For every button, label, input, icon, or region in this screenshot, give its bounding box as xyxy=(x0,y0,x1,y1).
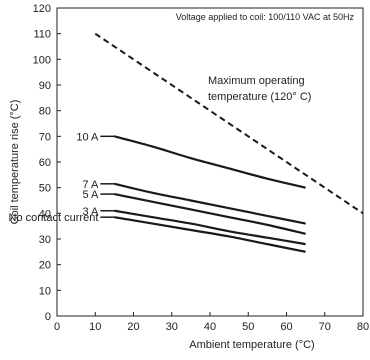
y-tick-label: 40 xyxy=(39,208,51,220)
y-tick-label: 80 xyxy=(39,106,51,118)
x-tick-label: 50 xyxy=(242,321,254,333)
y-tick-label: 120 xyxy=(33,3,51,15)
curve-label-group: 10 A 7 A5 A 3 ANo contact current xyxy=(9,131,115,224)
series-line xyxy=(114,209,306,246)
curve-label: No contact current xyxy=(9,212,99,224)
max-temp-annotation-line2: temperature (120° C) xyxy=(208,91,311,103)
tick-group: 0 10 20 30 40 50 60 70 80 0 10 20 30 40 50 60 70 80 90 100 1… xyxy=(33,3,369,333)
max-temp-annotation-line1: Maximum operating xyxy=(208,75,305,87)
series-line xyxy=(114,216,306,253)
y-tick-label: 100 xyxy=(33,54,51,66)
series-line xyxy=(114,135,306,189)
series-line xyxy=(114,182,306,225)
max-temp-dashed-line xyxy=(94,32,364,215)
y-tick-label: 70 xyxy=(39,131,51,143)
x-tick-label: 70 xyxy=(319,321,331,333)
curve-label: 10 A xyxy=(76,131,99,143)
x-tick-label: 40 xyxy=(204,321,216,333)
y-tick-label: 60 xyxy=(39,157,51,169)
y-tick-label: 110 xyxy=(33,29,51,41)
curve-label: 3 A xyxy=(82,206,99,218)
x-axis-label: Ambient temperature (°C) xyxy=(189,339,314,351)
curve-label: 7 A xyxy=(82,179,99,191)
x-tick-label: 60 xyxy=(280,321,292,333)
curve-label: 5 A xyxy=(82,189,99,201)
x-tick-label: 20 xyxy=(127,321,139,333)
y-tick-label: 30 xyxy=(39,234,51,246)
series-group xyxy=(94,32,364,253)
y-tick-label: 20 xyxy=(39,260,51,272)
x-tick-label: 30 xyxy=(166,321,178,333)
series-line xyxy=(114,193,306,235)
voltage-note: Voltage applied to coil: 100/110 VAC at … xyxy=(176,12,355,22)
y-tick-label: 0 xyxy=(45,311,51,323)
y-tick-label: 50 xyxy=(39,183,51,195)
y-tick-label: 10 xyxy=(39,285,51,297)
x-tick-label: 0 xyxy=(54,321,60,333)
y-tick-label: 90 xyxy=(39,80,51,92)
plot-frame xyxy=(56,7,364,317)
x-tick-label: 10 xyxy=(89,321,101,333)
y-axis-label: Coil temperature rise (°C) xyxy=(9,100,21,225)
x-tick-label: 80 xyxy=(357,321,369,333)
